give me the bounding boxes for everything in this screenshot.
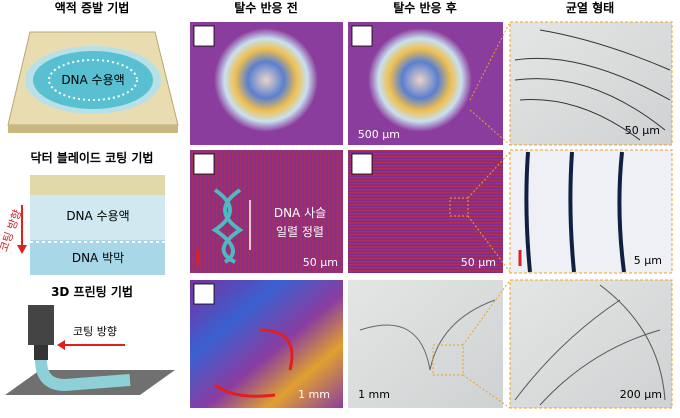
scale-bar-label: 200 μm bbox=[620, 388, 662, 401]
direction-label: 코팅 방향 bbox=[73, 325, 117, 338]
scale-bar-label: 50 μm bbox=[461, 256, 496, 269]
micrograph-feature bbox=[214, 28, 318, 132]
scale-bar-label: 50 μm bbox=[303, 256, 338, 269]
droplet-schematic: DNA 수용액 bbox=[7, 31, 179, 133]
crack-lines bbox=[524, 151, 626, 273]
micrograph-feature bbox=[368, 28, 472, 132]
blade-schematic: DNA 수용액 DNA 박막 코팅 방향 bbox=[0, 175, 165, 275]
scale-bar-label: 5 μm bbox=[634, 254, 662, 267]
scale-bar-label: 50 μm bbox=[625, 124, 660, 137]
schematic-label: DNA 박막 bbox=[72, 251, 124, 265]
annotation: DNA 사슬 bbox=[274, 206, 326, 220]
scale-bar-label: 1 mm bbox=[358, 388, 390, 401]
micrograph bbox=[509, 21, 673, 146]
method-label: 3D 프린팅 기법 bbox=[51, 284, 133, 299]
column-header: 균열 형태 bbox=[566, 0, 614, 15]
method-label: 액적 증발 기법 bbox=[55, 0, 130, 15]
dna-helix bbox=[211, 188, 244, 264]
micrograph bbox=[190, 150, 343, 273]
scale-bar-label: 500 μm bbox=[358, 128, 400, 141]
schematic-label: DNA 수용액 bbox=[61, 73, 124, 87]
annotation: 일렬 정렬 bbox=[276, 225, 324, 239]
print-schematic: 코팅 방향 bbox=[5, 305, 175, 395]
column-header: 탈수 반응 전 bbox=[234, 0, 298, 15]
crack-lines bbox=[514, 284, 666, 406]
micrograph bbox=[348, 150, 503, 273]
column-header: 탈수 반응 후 bbox=[393, 0, 457, 15]
scale-bar-label: 1 mm bbox=[298, 388, 330, 401]
method-label: 닥터 블레이드 코팅 기법 bbox=[31, 150, 154, 165]
crack-lines bbox=[514, 29, 671, 141]
micrograph bbox=[509, 279, 673, 409]
micrograph bbox=[509, 149, 673, 274]
schematic-label: DNA 수용액 bbox=[66, 209, 129, 223]
micrograph bbox=[348, 280, 503, 408]
